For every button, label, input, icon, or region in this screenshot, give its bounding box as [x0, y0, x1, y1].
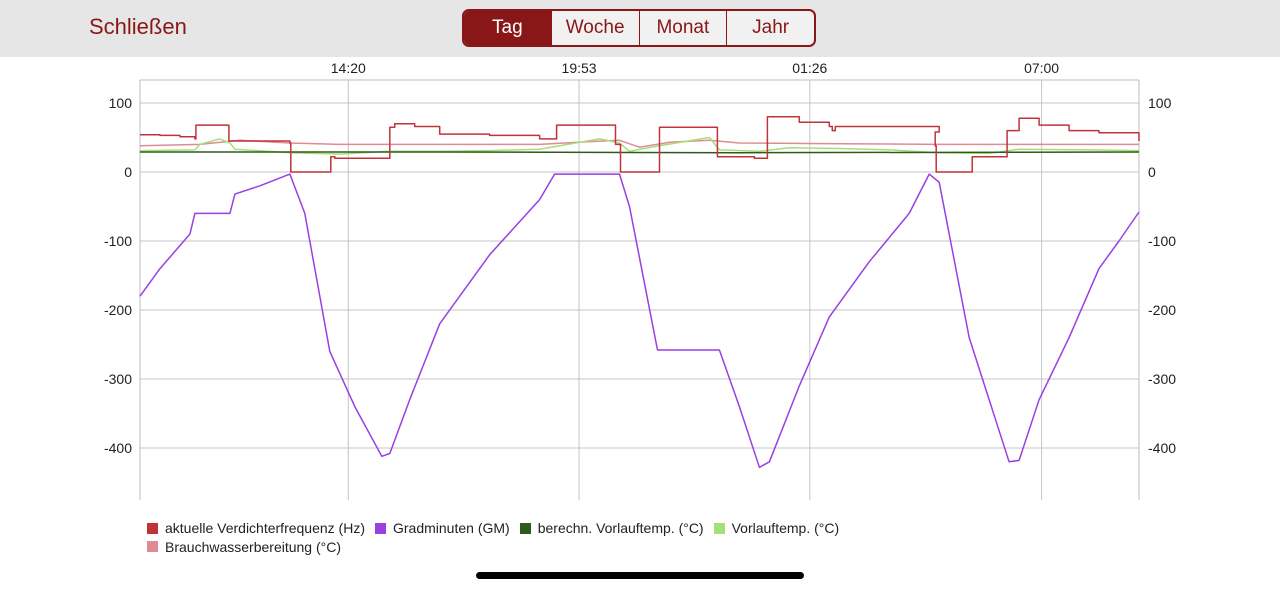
y-tick-label-left: -300 — [104, 371, 132, 387]
series-line-0 — [140, 116, 1140, 173]
y-tick-label-left: 100 — [109, 95, 133, 111]
top-bar: Schließen Tag Woche Monat Jahr — [0, 0, 1280, 57]
legend-swatch — [147, 522, 158, 534]
y-tick-label-right: 0 — [1148, 164, 1156, 180]
y-tick-label-left: -100 — [104, 233, 132, 249]
legend-label: Gradminuten (GM) — [393, 520, 510, 536]
legend-label: Vorlauftemp. (°C) — [731, 520, 840, 536]
tab-monat[interactable]: Monat — [638, 11, 727, 45]
tab-tag[interactable]: Tag — [464, 11, 551, 45]
chart-legend: aktuelle Verdichterfrequenz (Hz) Gradminu… — [147, 519, 1047, 556]
x-tick-label: 14:20 — [331, 60, 366, 76]
tab-jahr[interactable]: Jahr — [726, 11, 814, 45]
y-tick-label-left: -400 — [104, 440, 132, 456]
legend-item: Brauchwasserbereitung (°C) — [147, 538, 341, 556]
y-tick-label-right: -400 — [1148, 440, 1176, 456]
line-chart: 100 100 0 0 -100 -100 -200 -200 -300 -300 -400 -400… — [104, 60, 1176, 500]
legend-label: berechn. Vorlauftemp. (°C) — [537, 520, 704, 536]
legend-swatch — [147, 541, 158, 552]
y-tick-label-right: -100 — [1148, 233, 1176, 249]
legend-swatch — [713, 522, 725, 534]
series-line-2 — [140, 151, 1140, 154]
period-segmented-control: Tag Woche Monat Jahr — [462, 9, 816, 47]
x-tick-label: 19:53 — [562, 60, 597, 76]
legend-item: berechn. Vorlauftemp. (°C) — [519, 519, 704, 537]
legend-label: aktuelle Verdichterfrequenz (Hz) — [165, 520, 365, 536]
y-tick-label-right: -300 — [1148, 371, 1176, 387]
y-tick-label-right: -200 — [1148, 302, 1176, 318]
x-tick-label: 01:26 — [792, 60, 827, 76]
y-tick-label-left: -200 — [104, 302, 132, 318]
y-tick-label-left: 0 — [124, 164, 132, 180]
legend-swatch — [375, 522, 386, 534]
series-line-4 — [139, 139, 1139, 148]
series-line-3 — [139, 136, 1140, 155]
home-indicator — [476, 572, 804, 579]
series-line-1 — [139, 173, 1140, 469]
legend-item: Vorlauftemp. (°C) — [713, 519, 840, 537]
y-tick-label-right: 100 — [1148, 95, 1172, 111]
x-tick-label: 07:00 — [1024, 60, 1059, 76]
legend-item: Gradminuten (GM) — [375, 519, 510, 537]
legend-item: aktuelle Verdichterfrequenz (Hz) — [147, 519, 365, 537]
legend-swatch — [519, 522, 531, 534]
tab-woche[interactable]: Woche — [550, 11, 639, 45]
legend-label: Brauchwasserbereitung (°C) — [165, 538, 342, 555]
close-button[interactable]: Schließen — [89, 14, 187, 39]
